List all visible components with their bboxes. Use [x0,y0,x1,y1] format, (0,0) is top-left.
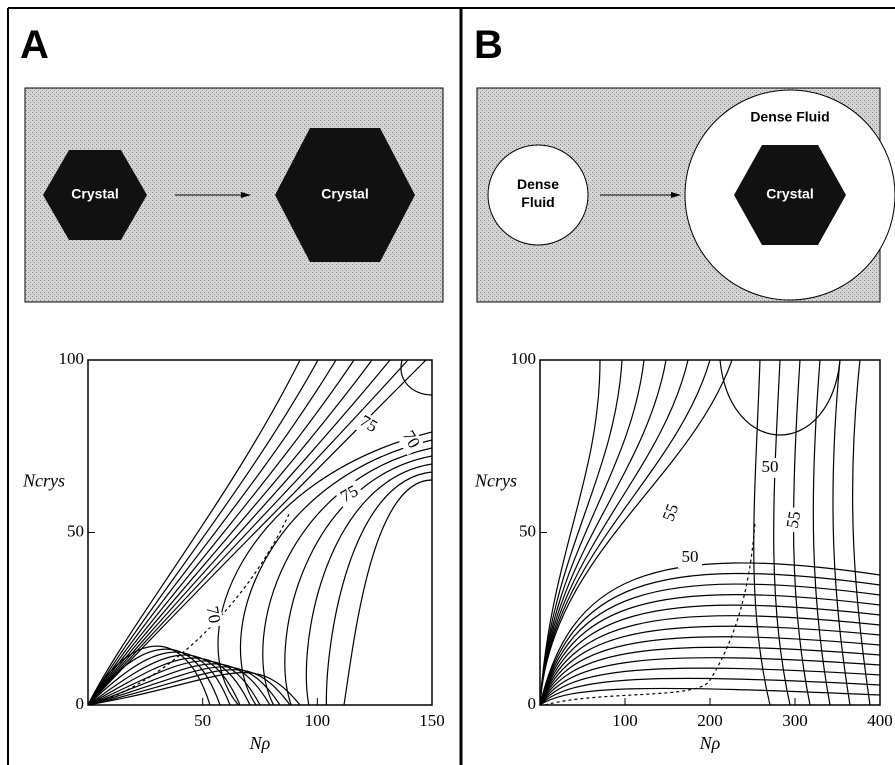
contour-line [833,360,850,705]
contour-label: 50 [682,547,699,566]
contour-line [88,360,408,705]
schematic-label: Crystal [71,186,118,202]
contour-line [540,573,880,705]
contour-line [306,464,432,705]
contour-line [88,360,426,705]
contour-line [545,522,755,705]
contour-line [88,360,336,705]
panel-letter: B [474,23,503,67]
x-axis-label: Nρ [699,733,721,753]
contour-line [240,440,432,705]
schematic-label: Crystal [766,186,813,202]
x-tick-label: 100 [305,711,331,730]
contours [88,360,432,705]
contours [540,360,880,705]
y-tick-label: 50 [519,521,536,540]
y-tick-label: 0 [528,694,537,713]
page: {"panels": [ {"letter": "A", "schematic"… [0,0,895,765]
contour-line [401,360,432,395]
contour-label: 70 [203,605,225,625]
contour-line [540,595,880,705]
contour-label: 50 [762,457,779,476]
y-tick-label: 100 [59,349,85,368]
y-axis-label: Ncrys [474,471,517,491]
schematic-label: Dense Fluid [750,109,829,125]
contour-line [344,480,432,705]
plot-frame [88,360,432,705]
contour-line [540,360,710,705]
contour-line [540,360,622,705]
contour-line [88,360,354,705]
contour-line [774,360,790,705]
x-axis-label: Nρ [249,733,271,753]
y-tick-label: 0 [76,694,85,713]
contour-line [540,584,880,705]
x-tick-label: 400 [867,711,893,730]
contour-line [754,360,770,705]
contour-line [218,432,432,705]
x-tick-label: 50 [194,711,211,730]
y-axis-label: Ncrys [22,471,65,491]
x-tick-label: 300 [782,711,808,730]
x-tick-label: 200 [697,711,723,730]
panel-letter: A [20,23,49,67]
y-tick-label: 100 [511,349,537,368]
x-tick-label: 100 [612,711,638,730]
x-tick-label: 150 [419,711,445,730]
schematic-label: Crystal [321,186,368,202]
figure: A B Crystal Crystal DenseFluid Dense Flu… [0,0,895,765]
contour-label: 55 [783,510,805,530]
contour-line [88,360,300,705]
plot-frame [540,360,880,705]
y-tick-label: 50 [67,521,84,540]
